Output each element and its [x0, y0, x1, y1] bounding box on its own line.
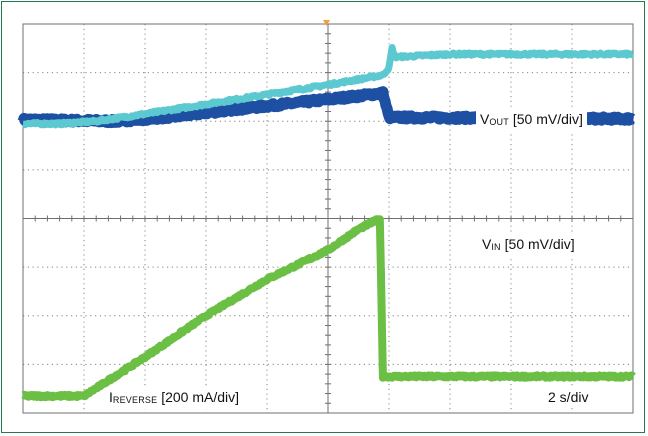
vout-label: VOUT [50 mV/div]	[476, 110, 587, 131]
timebase-label: 2 s/div	[544, 388, 593, 406]
ireverse-label: IREVERSE [200 mA/div]	[105, 388, 244, 409]
trace-2-line	[20, 215, 636, 402]
vin-label: VIN [50 mV/div]	[478, 235, 579, 256]
scope-plot	[2, 2, 644, 432]
trace-0-line	[20, 44, 636, 129]
trigger-marker-icon	[323, 20, 330, 26]
